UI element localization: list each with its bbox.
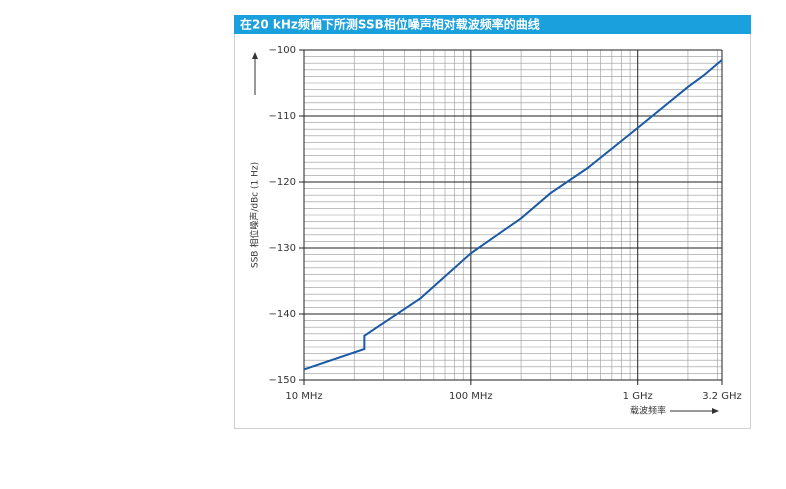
- x-axis-arrowhead: [712, 408, 719, 414]
- y-tick-label: −120: [269, 177, 296, 188]
- title-banner: [234, 15, 751, 34]
- y-tick-label: −130: [269, 243, 296, 254]
- y-tick-label: −110: [269, 111, 296, 122]
- x-tick-label: 10 MHz: [285, 391, 322, 402]
- x-tick-label: 1 GHz: [623, 391, 653, 402]
- y-tick-label: −140: [269, 309, 296, 320]
- x-axis-label: 载波频率: [630, 405, 666, 417]
- y-tick-label: −100: [269, 45, 296, 56]
- x-tick-label: 3.2 GHz: [702, 391, 742, 402]
- y-axis-arrowhead: [252, 52, 258, 59]
- y-axis-label: SSB 相位噪声/dBc (1 Hz): [249, 162, 261, 268]
- data-line: [303, 59, 723, 371]
- x-tick-label: 100 MHz: [449, 391, 493, 402]
- panel: [234, 15, 751, 429]
- chart-title: 在20 kHz频偏下所测SSB相位噪声相对载波频率的曲线: [240, 17, 540, 32]
- y-tick-label: −150: [269, 375, 296, 386]
